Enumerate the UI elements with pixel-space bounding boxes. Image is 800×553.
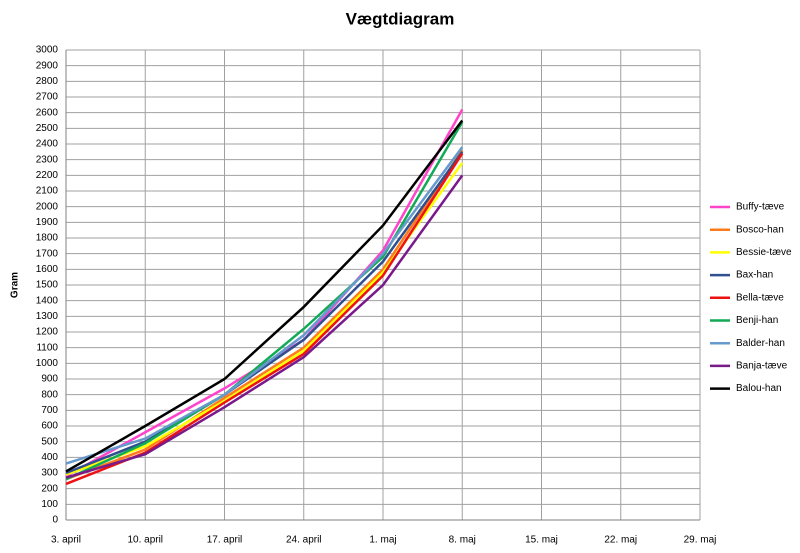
y-tick-label: 2700 [36, 92, 59, 103]
series-line [65, 146, 464, 465]
y-tick-label: 500 [41, 436, 58, 447]
y-tick-label: 1500 [36, 280, 59, 291]
y-tick-label: 2900 [36, 60, 59, 71]
x-tick-label: 22. maj [604, 535, 637, 546]
legend-label: Balou-han [736, 383, 782, 394]
chart-title: Vægtdiagram [346, 9, 455, 28]
y-tick-label: 1100 [36, 342, 58, 353]
y-tick-label: 600 [41, 421, 58, 432]
x-tick-label: 3. april [51, 535, 81, 546]
legend-label: Bessie-tæve [736, 247, 792, 258]
y-tick-label: 1800 [36, 233, 59, 244]
y-tick-label: 1300 [36, 311, 59, 322]
series-line [65, 119, 464, 473]
y-tick-label: 0 [52, 515, 58, 526]
series-line [65, 108, 464, 478]
y-tick-label: 700 [41, 405, 58, 416]
y-tick-label: 1700 [36, 248, 59, 259]
y-tick-label: 2800 [36, 76, 59, 87]
y-tick-label: 300 [41, 468, 58, 479]
series-line [65, 174, 464, 479]
y-tick-label: 1200 [36, 327, 59, 338]
legend-label: Buffy-tæve [736, 202, 785, 213]
series-line [65, 152, 464, 486]
legend-label: Bella-tæve [736, 292, 784, 303]
y-tick-label: 3000 [36, 45, 59, 56]
x-tick-label: 10. april [127, 535, 163, 546]
y-tick-label: 2100 [36, 186, 59, 197]
y-tick-label: 1900 [36, 217, 59, 228]
y-axis-label: Gram [10, 272, 21, 298]
x-tick-label: 1. maj [369, 535, 396, 546]
y-tick-label: 2200 [36, 170, 59, 181]
legend-label: Bosco-han [736, 224, 784, 235]
x-tick-label: 15. maj [525, 535, 558, 546]
x-tick-label: 24. april [286, 535, 322, 546]
y-tick-label: 800 [41, 389, 58, 400]
x-tick-label: 8. maj [449, 535, 476, 546]
series-line [65, 162, 464, 476]
y-tick-label: 2000 [36, 201, 59, 212]
y-tick-label: 400 [41, 452, 58, 463]
y-tick-label: 900 [41, 374, 58, 385]
y-tick-label: 2500 [36, 123, 59, 134]
y-tick-label: 1000 [36, 358, 59, 369]
y-tick-label: 200 [41, 483, 58, 494]
x-tick-label: 29. maj [684, 535, 717, 546]
x-tick-label: 17. april [207, 535, 243, 546]
series-line [65, 149, 464, 481]
legend-label: Balder-han [736, 338, 785, 349]
series-line [65, 151, 464, 475]
y-tick-label: 1400 [36, 295, 59, 306]
y-tick-label: 2400 [36, 139, 59, 150]
y-tick-label: 2600 [36, 107, 59, 118]
y-tick-label: 100 [41, 499, 58, 510]
legend-label: Bax-han [736, 270, 773, 281]
y-tick-label: 1600 [36, 264, 59, 275]
legend-label: Banja-tæve [736, 361, 788, 372]
y-tick-label: 2300 [36, 154, 59, 165]
legend-label: Benji-han [736, 315, 778, 326]
